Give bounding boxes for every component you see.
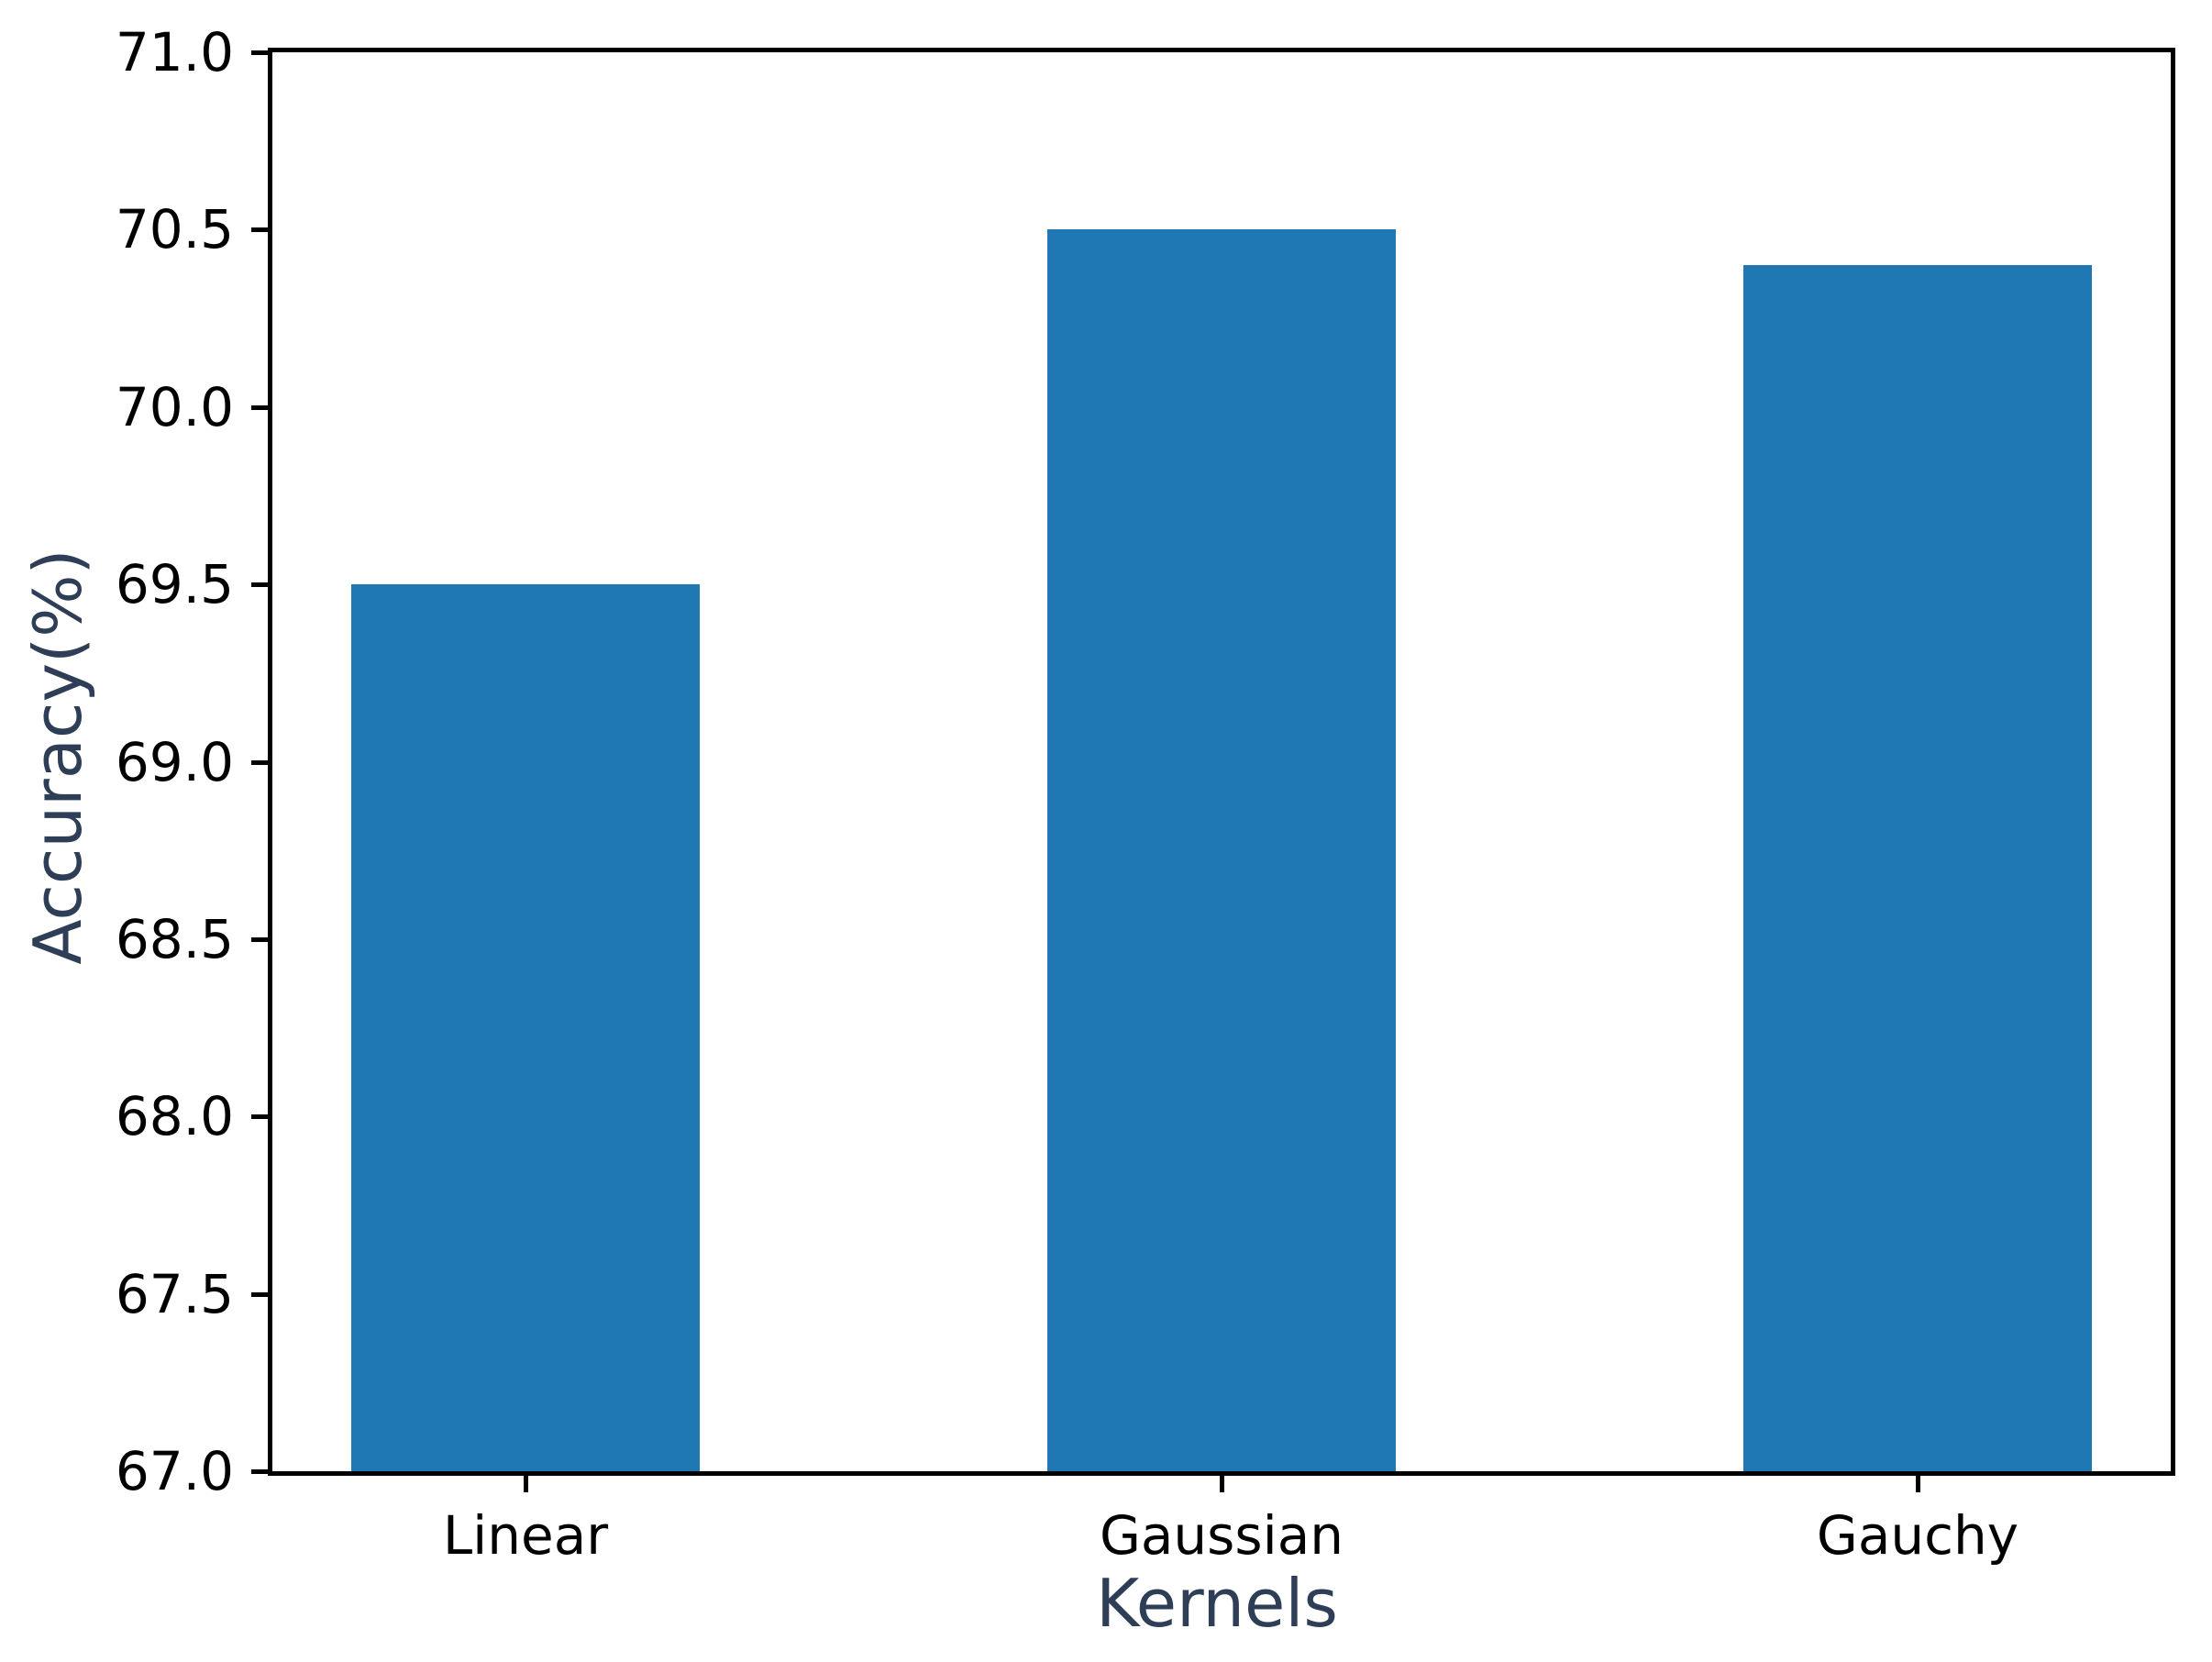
plot-area: 67.0 67.5 68.0 68.5 69.0 69.5 70.0 70.5 71.0 Line…	[116, 21, 2175, 1567]
y-tick-mark	[251, 937, 268, 942]
x-tick-mark	[1916, 1476, 1920, 1492]
y-tick-mark	[251, 760, 268, 765]
y-tick-label: 67.5	[115, 1263, 234, 1325]
x-tick-label-gauchy: Gauchy	[1816, 1504, 2019, 1567]
y-axis-label: Accuracy(%)	[19, 548, 96, 965]
y-tick-label: 71.0	[115, 21, 234, 83]
y-tick-label: 67.0	[115, 1440, 234, 1502]
bar-gauchy	[1743, 265, 2092, 1471]
y-tick-label: 68.0	[115, 1085, 234, 1147]
y-tick-mark	[251, 582, 268, 587]
x-axis-label: Kernels	[1096, 1565, 1338, 1642]
bar-linear	[351, 584, 700, 1471]
y-tick-mark	[251, 405, 268, 410]
y-tick-mark	[251, 1469, 268, 1474]
y-tick-label: 70.5	[115, 198, 234, 260]
x-tick-mark	[1220, 1476, 1224, 1492]
x-tick-label-linear: Linear	[442, 1504, 609, 1567]
y-tick-label: 69.0	[115, 731, 234, 793]
y-tick-mark	[251, 227, 268, 232]
x-tick-label-gaussian: Gaussian	[1099, 1504, 1344, 1567]
bar-gaussian	[1047, 229, 1396, 1471]
y-tick-label: 69.5	[115, 553, 234, 615]
y-tick-mark	[251, 1292, 268, 1297]
x-tick-mark	[524, 1476, 528, 1492]
y-tick-mark	[251, 50, 268, 55]
y-tick-mark	[251, 1114, 268, 1119]
y-tick-label: 68.5	[115, 908, 234, 970]
y-tick-label: 70.0	[115, 376, 234, 438]
